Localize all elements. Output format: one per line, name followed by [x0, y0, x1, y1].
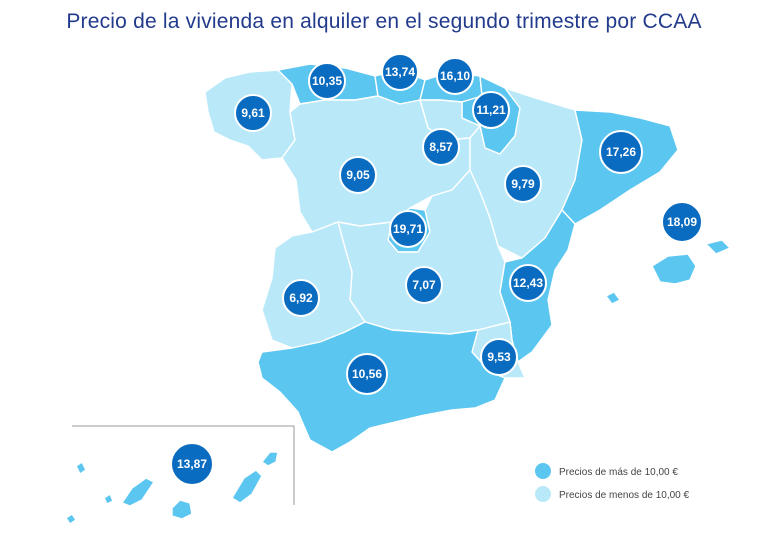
- value-label: 11,21: [476, 103, 506, 117]
- bubble-cataluna: 17,26: [599, 130, 643, 174]
- bubble-navarra: 11,21: [472, 91, 510, 129]
- bubble-cantabria: 13,74: [381, 53, 419, 91]
- value-label: 12,43: [513, 276, 543, 290]
- map-title: Precio de la vivienda en alquiler en el …: [66, 10, 702, 33]
- bubble-la-rioja: 8,57: [422, 128, 460, 166]
- value-label: 8,57: [429, 140, 453, 154]
- legend-swatch-high: [535, 463, 551, 479]
- region-baleares-menorca: [705, 239, 731, 255]
- bubble-galicia: 9,61: [234, 94, 272, 132]
- region-canarias-5: [75, 461, 87, 475]
- value-label: 13,87: [177, 457, 207, 471]
- bubble-murcia: 9,53: [480, 338, 518, 376]
- region-canarias-2: [171, 499, 193, 520]
- region-canarias-6: [65, 513, 77, 525]
- region-baleares: [651, 253, 697, 285]
- value-label: 19,71: [393, 222, 423, 236]
- legend-swatch-low: [535, 486, 551, 502]
- bubble-castilla-y-leon: 9,05: [339, 156, 377, 194]
- legend-label-high: Precios de más de 10,00 €: [559, 467, 678, 478]
- region-canarias-3: [231, 469, 263, 504]
- value-label: 17,26: [606, 145, 636, 159]
- bubble-pais-vasco: 16,10: [436, 57, 474, 95]
- value-label: 10,35: [312, 74, 342, 88]
- value-label: 18,09: [667, 215, 697, 229]
- bubble-castilla-la-mancha: 7,07: [405, 266, 443, 304]
- region-baleares-ibiza: [605, 291, 621, 305]
- canarias-inset-frame: [72, 425, 295, 505]
- bubble-baleares: 18,09: [661, 201, 703, 243]
- value-label: 9,61: [241, 106, 265, 120]
- bubble-canarias: 13,87: [170, 442, 214, 486]
- bubble-asturias: 10,35: [308, 62, 346, 100]
- bubble-extremadura: 6,92: [282, 279, 320, 317]
- region-canarias-7: [103, 493, 114, 505]
- region-canarias-1: [121, 477, 155, 507]
- value-label: 13,74: [385, 65, 415, 79]
- bubble-madrid: 19,71: [389, 210, 427, 248]
- legend: Precios de más de 10,00 € Precios de men…: [535, 463, 690, 502]
- value-label: 16,10: [440, 69, 470, 83]
- value-label: 6,92: [289, 291, 313, 305]
- value-label: 7,07: [412, 278, 436, 292]
- value-label: 10,56: [352, 367, 382, 381]
- bubble-andalucia: 10,56: [346, 353, 388, 395]
- bubble-aragon: 9,79: [504, 165, 542, 203]
- region-canarias-4: [261, 451, 279, 467]
- value-label: 9,05: [346, 168, 370, 182]
- value-label: 9,79: [511, 177, 535, 191]
- bubble-valencia: 12,43: [509, 264, 547, 302]
- legend-label-low: Precios de menos de 10,00 €: [559, 490, 690, 501]
- value-label: 9,53: [487, 350, 511, 364]
